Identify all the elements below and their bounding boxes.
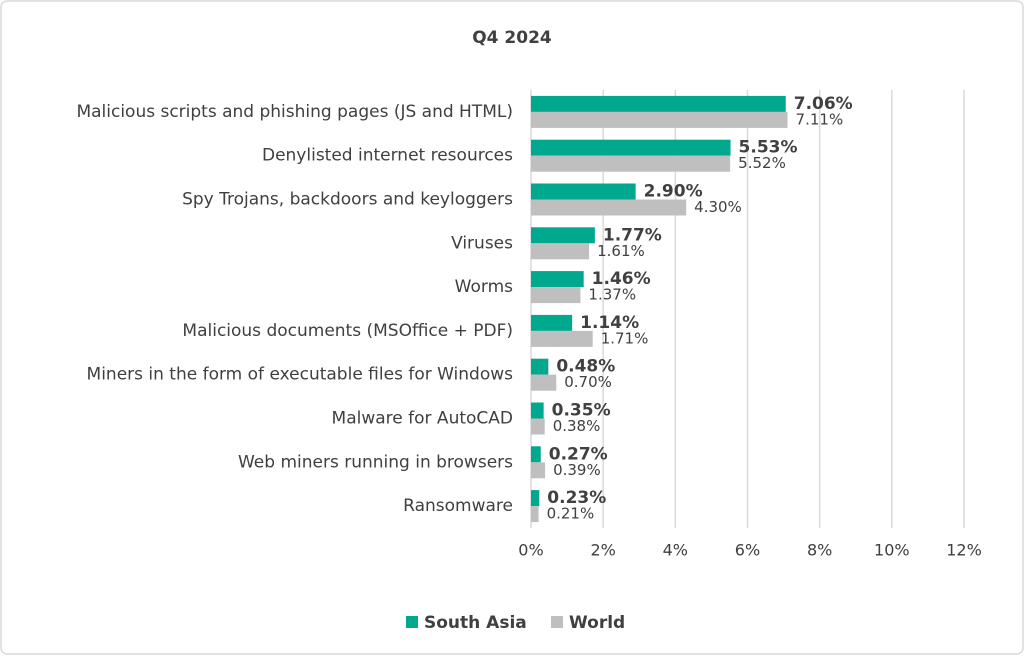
data-label: 1.14% xyxy=(580,313,639,333)
bar xyxy=(531,111,788,128)
y-tick-label: Ransomware xyxy=(403,496,513,516)
y-tick-label: Denylisted internet resources xyxy=(262,146,513,166)
bar xyxy=(531,287,581,304)
data-label: 1.46% xyxy=(592,269,651,289)
data-label: 1.71% xyxy=(601,329,649,347)
y-tick-label: Miners in the form of executable files f… xyxy=(87,365,514,385)
bar xyxy=(531,139,731,156)
bar xyxy=(531,227,595,244)
data-label: 4.30% xyxy=(694,198,742,216)
bar xyxy=(531,243,590,260)
chart-title: Q4 2024 xyxy=(472,28,552,48)
data-label: 5.53% xyxy=(739,138,798,158)
x-tick-label: 6% xyxy=(735,541,760,560)
x-tick-label: 4% xyxy=(663,541,688,560)
y-tick-label: Malicious scripts and phishing pages (JS… xyxy=(76,102,513,122)
bar xyxy=(531,155,731,172)
bar xyxy=(531,490,540,507)
data-label: 0.27% xyxy=(549,444,608,464)
data-label: 1.77% xyxy=(603,225,662,245)
bar xyxy=(531,95,786,112)
data-label: 5.52% xyxy=(738,154,786,172)
data-label: 0.21% xyxy=(547,505,595,523)
data-label: 0.39% xyxy=(553,461,601,479)
y-tick-label: Malware for AutoCAD xyxy=(332,409,513,429)
y-tick-label: Malicious documents (MSOffice + PDF) xyxy=(182,321,513,341)
bar xyxy=(531,418,545,435)
x-tick-label: 10% xyxy=(874,541,910,560)
y-tick-label: Worms xyxy=(455,277,513,297)
legend-label: South Asia xyxy=(424,613,527,633)
bar xyxy=(531,330,593,347)
y-tick-label: Web miners running in browsers xyxy=(238,452,513,472)
x-tick-label: 12% xyxy=(946,541,982,560)
data-label: 0.48% xyxy=(556,357,615,377)
bar xyxy=(531,199,687,216)
bar xyxy=(531,506,539,523)
legend-marker xyxy=(551,616,563,628)
bar xyxy=(531,271,584,288)
data-label: 1.37% xyxy=(588,286,636,304)
legend-label: World xyxy=(569,613,625,633)
bar xyxy=(531,446,541,463)
data-label: 0.70% xyxy=(564,373,612,391)
data-label: 0.38% xyxy=(553,417,601,435)
x-tick-label: 2% xyxy=(590,541,615,560)
bar xyxy=(531,314,573,331)
x-tick-label: 8% xyxy=(807,541,832,560)
y-tick-label: Viruses xyxy=(451,233,513,253)
bar xyxy=(531,358,549,375)
bar xyxy=(531,402,544,419)
data-label: 2.90% xyxy=(644,182,703,202)
y-tick-label: Spy Trojans, backdoors and keyloggers xyxy=(182,190,513,210)
data-label: 7.11% xyxy=(796,110,844,128)
data-label: 7.06% xyxy=(794,94,853,114)
legend-marker xyxy=(406,616,418,628)
data-label: 0.23% xyxy=(547,488,606,508)
data-label: 0.35% xyxy=(552,401,611,421)
x-tick-label: 0% xyxy=(518,541,543,560)
bar xyxy=(531,374,557,391)
bar xyxy=(531,183,636,200)
data-label: 1.61% xyxy=(597,242,645,260)
bar xyxy=(531,462,546,479)
